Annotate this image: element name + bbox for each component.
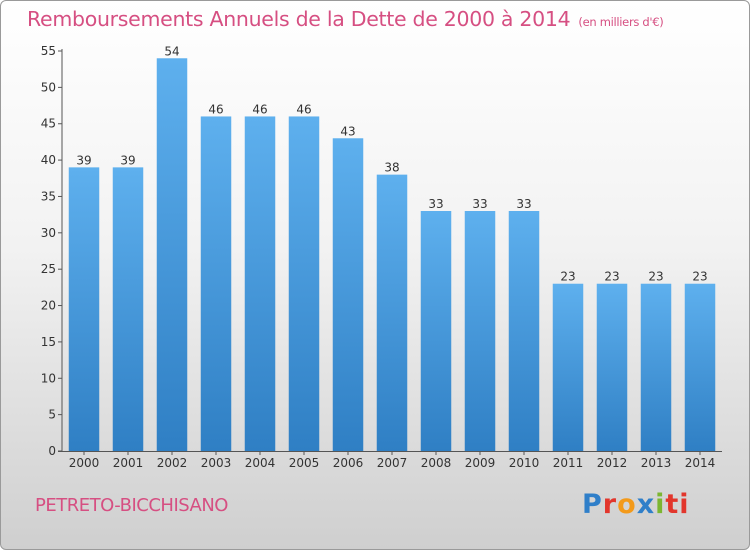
title-text: Remboursements Annuels de la Dette de 20…	[27, 7, 571, 31]
bar-value-label: 23	[604, 270, 619, 284]
x-tick-label: 2013	[641, 456, 672, 470]
logo-letter: r	[602, 489, 618, 520]
y-tick-label: 50	[41, 80, 56, 94]
title-unit: (en milliers d'€)	[578, 15, 664, 29]
bar-value-label: 38	[384, 161, 399, 175]
logo-letter: P	[582, 489, 603, 520]
logo-letter: ti	[665, 489, 690, 520]
bar-value-label: 43	[340, 124, 355, 138]
bar	[640, 283, 672, 451]
bar-value-label: 54	[164, 44, 179, 58]
bar	[332, 138, 364, 452]
y-tick-label: 30	[41, 226, 56, 240]
x-tick-label: 2008	[421, 456, 452, 470]
bar	[596, 283, 628, 451]
logo-letter: x	[636, 489, 656, 520]
bar	[420, 211, 452, 451]
y-tick-label: 35	[41, 189, 56, 203]
x-tick-label: 2003	[201, 456, 232, 470]
bar-value-label: 23	[560, 270, 575, 284]
bar-value-label: 33	[428, 197, 443, 211]
logo-letter: o	[617, 489, 637, 520]
x-tick-label: 2012	[597, 456, 628, 470]
x-tick-label: 2001	[113, 456, 144, 470]
y-tick-label: 20	[41, 299, 56, 313]
x-tick-label: 2006	[333, 456, 364, 470]
proxiti-logo: Proxiti	[582, 489, 690, 520]
bar-value-label: 46	[296, 102, 311, 116]
bar	[684, 283, 716, 451]
bar	[288, 116, 320, 452]
place-name: PETRETO-BICCHISANO	[35, 495, 228, 516]
bar	[376, 174, 408, 452]
bar-value-label: 39	[76, 153, 91, 167]
bar	[244, 116, 276, 452]
bar-value-label: 46	[208, 102, 223, 116]
bar	[552, 283, 584, 451]
y-tick-label: 45	[41, 117, 56, 131]
x-tick-label: 2002	[157, 456, 188, 470]
bar-value-label: 39	[120, 153, 135, 167]
y-tick-label: 5	[48, 408, 56, 422]
bar	[156, 58, 188, 451]
y-tick-label: 10	[41, 371, 56, 385]
y-tick-label: 0	[48, 444, 56, 458]
bar-value-label: 33	[516, 197, 531, 211]
bar	[508, 211, 540, 451]
bar	[200, 116, 232, 452]
bar-value-label: 33	[472, 197, 487, 211]
bar-value-label: 23	[648, 270, 663, 284]
bar-value-label: 23	[692, 270, 707, 284]
y-tick-label: 40	[41, 153, 56, 167]
logo-letter: i	[655, 489, 666, 520]
x-tick-label: 2007	[377, 456, 408, 470]
bar	[464, 211, 496, 451]
y-tick-label: 55	[41, 44, 56, 58]
x-tick-label: 2011	[553, 456, 584, 470]
bar	[112, 167, 144, 451]
x-tick-label: 2005	[289, 456, 320, 470]
x-tick-label: 2004	[245, 456, 276, 470]
x-tick-label: 2009	[465, 456, 496, 470]
x-tick-label: 2010	[509, 456, 540, 470]
bar-value-label: 46	[252, 102, 267, 116]
bar	[68, 167, 100, 451]
y-tick-label: 15	[41, 335, 56, 349]
x-tick-label: 2000	[69, 456, 100, 470]
x-tick-label: 2014	[685, 456, 716, 470]
chart-title: Remboursements Annuels de la Dette de 20…	[27, 7, 664, 31]
y-tick-label: 25	[41, 262, 56, 276]
